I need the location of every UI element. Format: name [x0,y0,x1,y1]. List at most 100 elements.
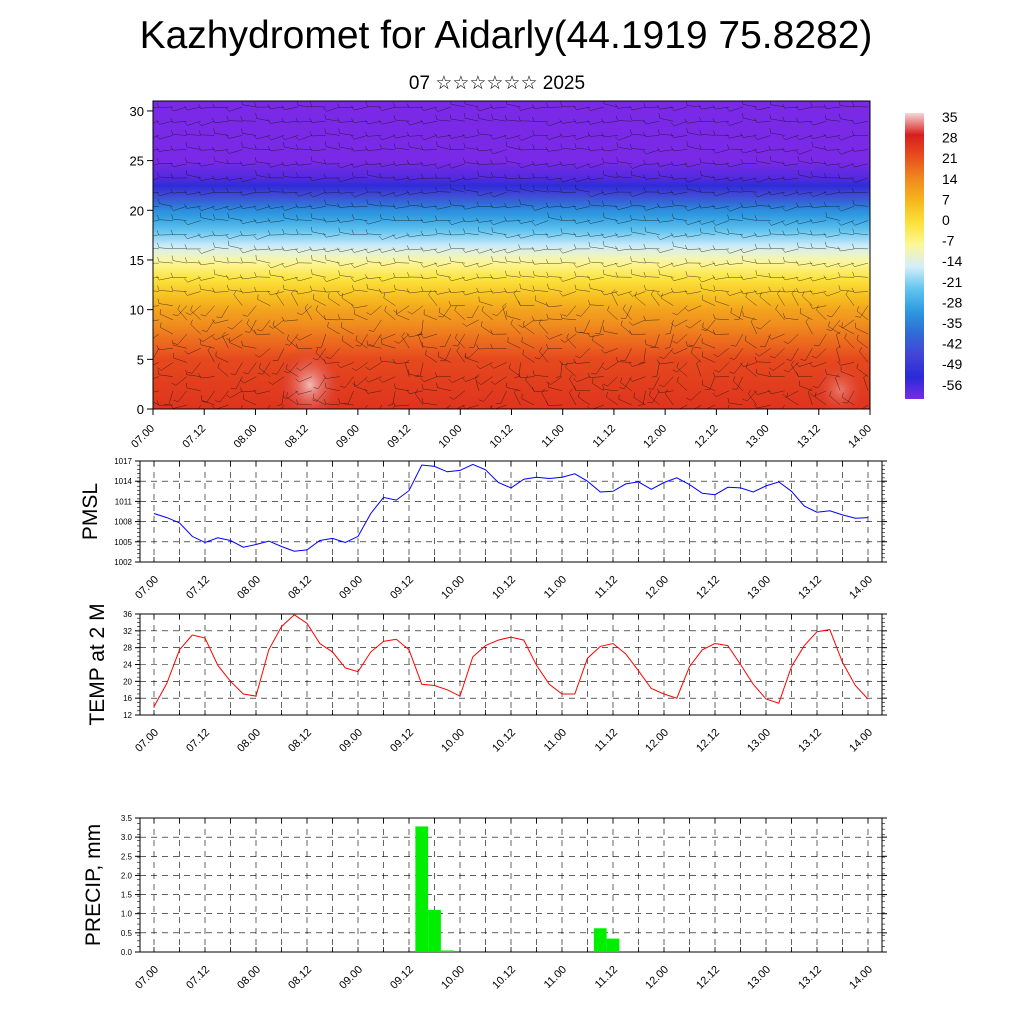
wind-barb [750,321,758,335]
wind-barb-flag [143,121,146,125]
wind-barb [715,300,730,306]
wind-barb [729,163,743,168]
wind-barb [772,362,785,371]
wind-barb [411,305,424,315]
wind-barb [631,119,646,122]
wind-barb-flag [212,231,215,236]
wind-barb-flag [685,271,688,277]
wind-barb-flag [559,360,563,365]
wind-barb-flag [670,146,674,151]
wind-barb-flag [476,273,479,279]
wind-barb-flag [823,104,827,109]
wind-barb [297,233,312,235]
wind-barb-flag [421,286,424,292]
wind-barb-flag [351,146,354,152]
wind-barb [153,305,160,307]
wind-barb [829,395,841,406]
wind-barb-flag [754,193,758,198]
wind-barb [784,291,799,293]
wind-barb [172,134,187,136]
wind-barb-flag [809,203,813,208]
wind-barb-flag [797,228,799,234]
wind-barb [326,277,340,282]
wind-barb [153,319,160,322]
wind-barb [583,319,591,333]
wind-barb [798,232,813,235]
wind-barb [854,177,869,183]
wind-barb-flag [615,187,618,193]
wind-barb [284,319,299,322]
wind-barb-flag [767,389,772,395]
wind-barb-flag [823,292,828,297]
wind-barb [229,342,243,349]
wind-barb [534,163,549,166]
wind-barb [455,337,466,349]
wind-barb-flag [573,135,577,140]
wind-barb-flag [490,343,493,349]
wind-barb [186,191,201,195]
wind-barb [744,340,757,349]
wind-barb-flag [740,233,744,239]
wind-barb-flag [532,173,535,178]
wind-barb-flag [226,187,229,193]
wind-barb-flag [531,160,535,166]
wind-barb-flag [156,230,160,236]
wind-barb-flag [463,157,466,163]
wind-barb [617,120,632,122]
wind-barb [687,105,702,108]
wind-barb [617,234,632,238]
wind-barb-flag [393,310,398,314]
wind-barb [423,149,438,151]
wind-barb [311,120,326,123]
wind-barb-flag [239,288,243,294]
wind-barb-flag [338,142,341,148]
wind-barb [339,206,354,208]
x-tick-label: 08.12 [286,574,314,602]
wind-barb [200,149,215,151]
wind-barb-flag [351,118,354,123]
wind-barb-flag [436,269,438,275]
wind-barb-flag [545,175,549,180]
wind-barb-flag [768,175,771,181]
wind-barb-flag [295,117,299,123]
wind-barb-flag [714,226,716,232]
precip-bar [606,938,620,952]
wind-barb [756,234,771,238]
wind-barb [173,404,187,409]
wind-barb-flag [438,307,441,313]
wind-barb-flag [560,313,563,319]
wind-barb-flag [462,262,466,268]
wind-barb [478,149,493,152]
x-tick-label: 10.00 [439,574,467,602]
wind-barb [785,220,799,226]
wind-barb [300,362,313,371]
wind-barb-flag [560,339,565,343]
wind-barb-flag [450,101,452,105]
wind-barb [643,348,646,363]
wind-barb-flag [225,205,230,211]
wind-barb [576,331,590,335]
wind-barb-flag [628,105,633,111]
wind-barb-flag [350,135,355,140]
wind-barb [465,376,479,382]
wind-barb-flag [742,398,748,402]
wind-barb-flag [405,359,410,364]
wind-barb-flag [434,107,438,112]
wind-barb [784,177,799,181]
wind-barb-flag [190,305,193,311]
wind-barb [479,262,493,268]
wind-barb [500,390,507,404]
wind-barb-flag [323,314,326,320]
wind-barb [284,106,299,110]
wind-barb [520,220,535,224]
wind-barb-flag [665,333,671,335]
wind-barb [844,337,855,349]
wind-barb-flag [545,258,549,264]
wind-barb [451,220,465,226]
wind-barb-flag [615,272,618,278]
wind-barb [298,291,312,295]
wind-barb-flag [324,382,327,388]
wind-barb-flag [824,173,827,178]
wind-barb [603,274,618,278]
colorbar-label: -28 [942,294,962,310]
